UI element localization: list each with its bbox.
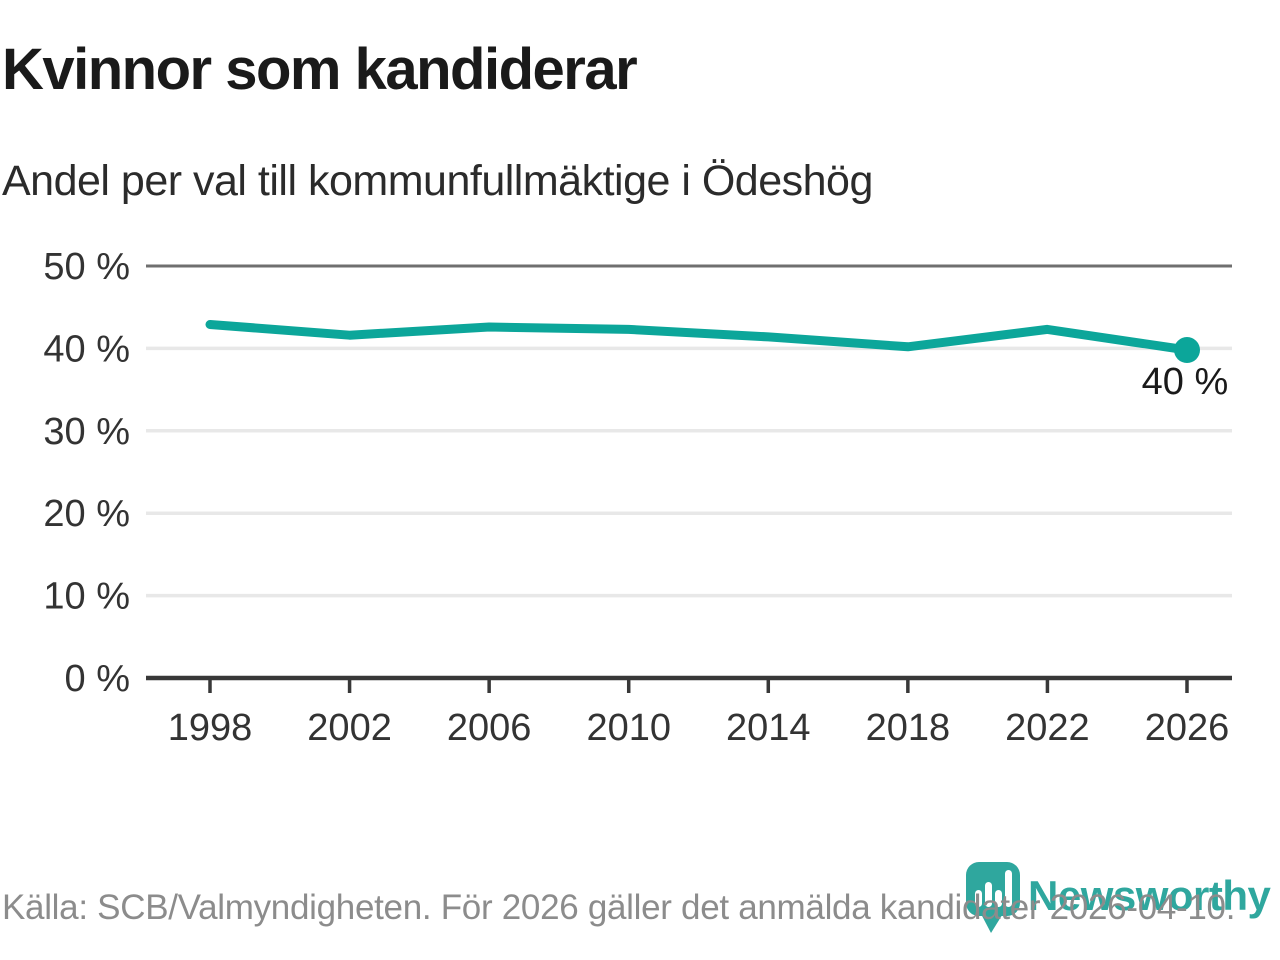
y-tick-label: 40 % xyxy=(43,328,130,370)
source-note: Källa: SCB/Valmyndigheten. För 2026 gäll… xyxy=(2,888,1236,927)
logo-bubble-tail xyxy=(980,912,1004,933)
y-tick-label: 10 % xyxy=(43,576,130,618)
x-tick-label: 1998 xyxy=(168,707,253,749)
chart-subtitle: Andel per val till kommunfullmäktige i Ö… xyxy=(2,157,873,205)
y-tick-label: 20 % xyxy=(43,493,130,535)
end-point-label: 40 % xyxy=(1142,361,1229,403)
x-tick-label: 2006 xyxy=(447,707,532,749)
newsworthy-logo-text: Newsworthy xyxy=(1028,872,1271,919)
y-tick-label: 50 % xyxy=(43,246,130,288)
x-tick-label: 2014 xyxy=(726,707,811,749)
y-tick-label: 30 % xyxy=(43,411,130,453)
line-chart: 0 % 10 % 20 % 30 % 40 % 50 % 1998 2002 2006 2010 2… xyxy=(43,246,1232,749)
data-line xyxy=(205,320,1192,355)
newsworthy-logo-icon xyxy=(966,862,1020,933)
page-title: Kvinnor som kandiderar xyxy=(2,37,638,102)
newsworthy-logo: Newsworthy xyxy=(966,862,1271,936)
end-point-marker xyxy=(1173,337,1200,364)
x-tick-label: 2026 xyxy=(1145,707,1230,749)
x-tick-label: 2022 xyxy=(1005,707,1090,749)
x-tick-label: 2010 xyxy=(586,707,671,749)
x-tick-label: 2002 xyxy=(307,707,392,749)
x-tick-label: 2018 xyxy=(866,707,951,749)
bar-chart-glyph xyxy=(975,870,1012,907)
y-tick-label: 0 % xyxy=(65,658,130,700)
